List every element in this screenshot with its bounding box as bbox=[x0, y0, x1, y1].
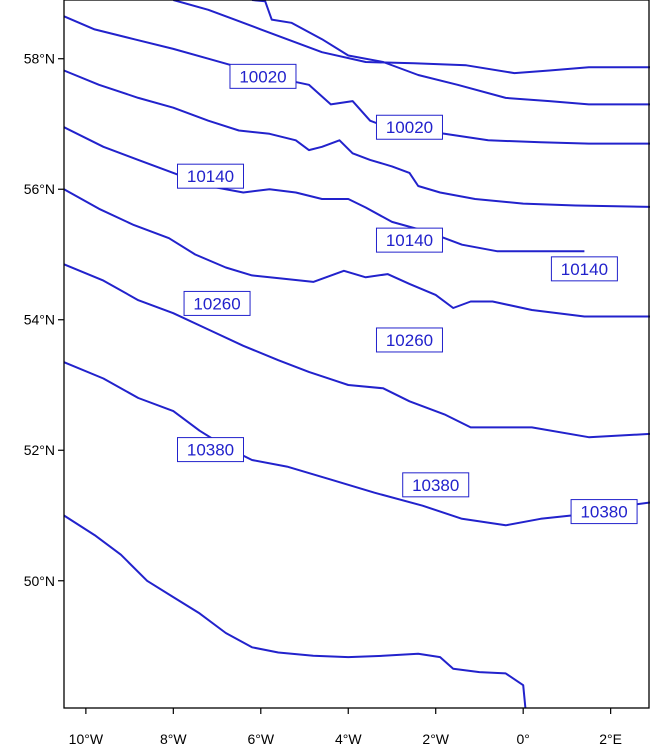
plot-frame bbox=[63, 0, 650, 709]
y-tick-label: 50°N bbox=[24, 573, 55, 589]
contour-label-box bbox=[229, 63, 297, 89]
x-tick-label: 2°W bbox=[422, 731, 449, 747]
contour-line-1 bbox=[173, 0, 650, 75]
contour-label-text: 10140 bbox=[561, 260, 608, 279]
contour-label-text: 10140 bbox=[187, 167, 234, 186]
contour-line-3 bbox=[63, 15, 650, 145]
contour-line-2 bbox=[251, 0, 650, 106]
contour-label-box bbox=[402, 472, 470, 498]
y-axis: 50°N 52°N 54°N 56°N 58°N bbox=[24, 51, 64, 589]
contour-line-8 bbox=[63, 361, 650, 527]
contour-label: 10140 bbox=[375, 227, 443, 253]
contour-label-box bbox=[375, 227, 443, 253]
contour-label-text: 10020 bbox=[386, 118, 433, 137]
contour-labels: 10020 10020 10140 10140 10140 10260 10260 10380… bbox=[177, 63, 638, 525]
x-tick-label: 0° bbox=[516, 731, 529, 747]
contour-label-text: 10380 bbox=[187, 441, 234, 460]
x-tick-label: 2°E bbox=[599, 731, 622, 747]
contour-label-text: 10380 bbox=[580, 503, 627, 522]
contour-label: 10260 bbox=[183, 290, 251, 316]
x-axis: 10°W 8°W 6°W 4°W 2°W 0° 2°E bbox=[69, 708, 622, 747]
contour-label: 10140 bbox=[177, 163, 244, 189]
contour-label: 10260 bbox=[375, 327, 443, 353]
contour-label-box bbox=[183, 290, 251, 316]
contour-label-text: 10260 bbox=[386, 331, 433, 350]
y-tick-label: 52°N bbox=[24, 442, 55, 458]
contour-label-box bbox=[570, 499, 638, 525]
contour-label: 10020 bbox=[375, 114, 443, 140]
x-tick-label: 6°W bbox=[247, 731, 274, 747]
contour-label: 10380 bbox=[177, 437, 244, 463]
y-tick-label: 54°N bbox=[24, 312, 55, 328]
y-tick-label: 56°N bbox=[24, 181, 55, 197]
contour-line-4 bbox=[63, 69, 650, 208]
contour-label-text: 10260 bbox=[193, 294, 240, 313]
x-tick-label: 4°W bbox=[335, 731, 362, 747]
contour-line-7 bbox=[63, 263, 650, 439]
x-tick-label: 10°W bbox=[69, 731, 104, 747]
contour-label: 10380 bbox=[570, 499, 638, 525]
contour-label-text: 10380 bbox=[412, 476, 459, 495]
x-tick-label: 8°W bbox=[160, 731, 187, 747]
contour-label-text: 10020 bbox=[239, 67, 286, 86]
contour-label-text: 10140 bbox=[386, 231, 433, 250]
contour-lines bbox=[63, 0, 650, 709]
contour-line-9 bbox=[63, 514, 527, 709]
contour-label: 10140 bbox=[550, 256, 618, 282]
y-tick-label: 58°N bbox=[24, 51, 55, 67]
contour-label: 10020 bbox=[229, 63, 297, 89]
contour-line-5 bbox=[63, 126, 585, 253]
contour-label-box bbox=[177, 163, 244, 189]
contour-label-box bbox=[177, 437, 244, 463]
contour-label-box bbox=[375, 327, 443, 353]
contour-label: 10380 bbox=[402, 472, 470, 498]
contour-line-6 bbox=[63, 188, 650, 318]
contour-label-box bbox=[550, 256, 618, 282]
contour-label-box bbox=[375, 114, 443, 140]
